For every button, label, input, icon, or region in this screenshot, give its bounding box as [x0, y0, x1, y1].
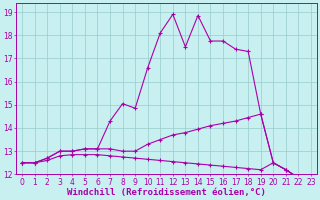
X-axis label: Windchill (Refroidissement éolien,°C): Windchill (Refroidissement éolien,°C)	[67, 188, 266, 197]
